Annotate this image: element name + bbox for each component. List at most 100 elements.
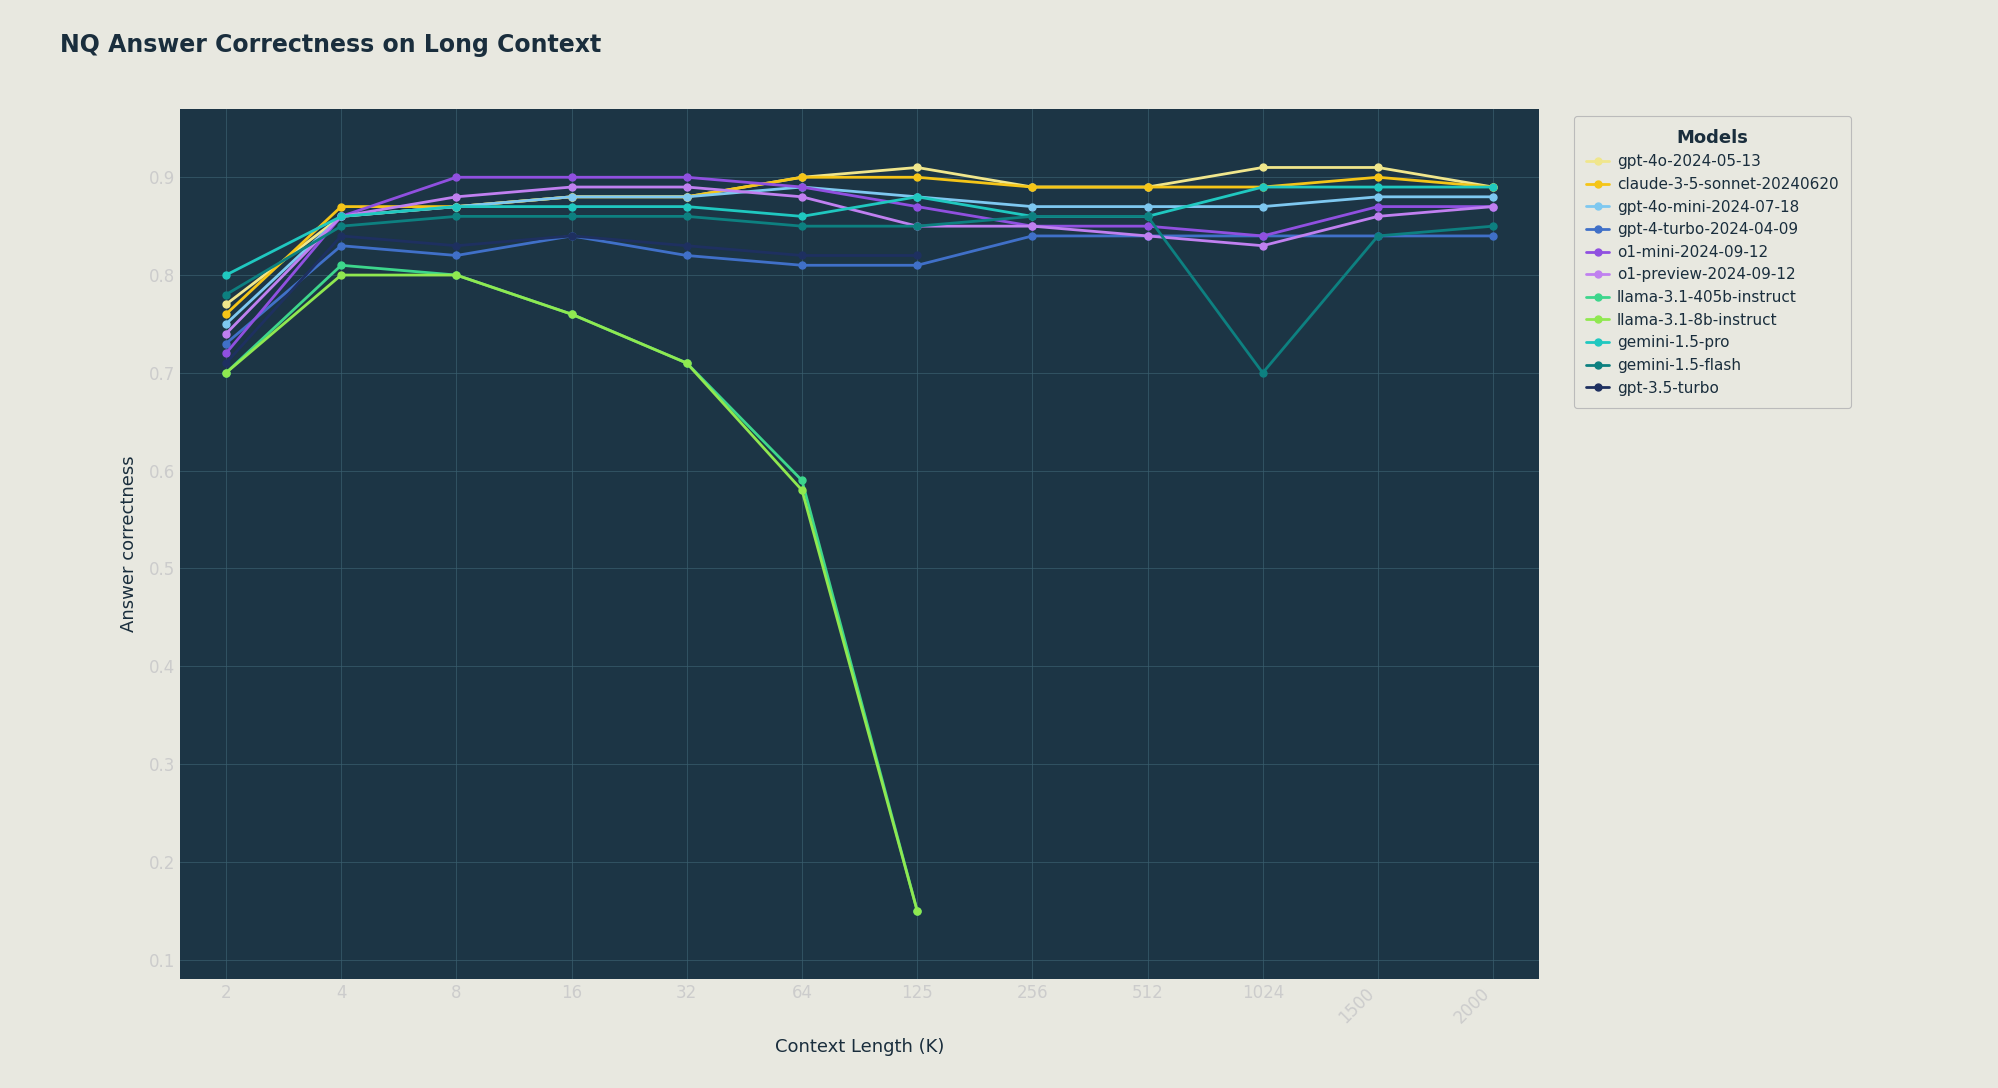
gemini-1.5-pro: [444, 200, 468, 213]
o1-mini-2024-09-12: [1251, 230, 1275, 243]
llama-3.1-405b-instruct: [559, 308, 583, 321]
o1-mini-2024-09-12: [1365, 200, 1389, 213]
llama-3.1-8b-instruct: [330, 269, 354, 282]
o1-preview-2024-09-12: [675, 181, 699, 194]
claude-3-5-sonnet-20240620: [1365, 171, 1389, 184]
gpt-4o-mini-2024-07-18: [675, 190, 699, 203]
llama-3.1-405b-instruct: [789, 474, 813, 487]
gpt-4-turbo-2024-04-09: [1365, 230, 1389, 243]
claude-3-5-sonnet-20240620: [559, 190, 583, 203]
llama-3.1-405b-instruct: [444, 269, 468, 282]
Line: gpt-4-turbo-2024-04-09: gpt-4-turbo-2024-04-09: [222, 233, 1497, 347]
llama-3.1-405b-instruct: [330, 259, 354, 272]
gemini-1.5-flash: [214, 288, 238, 301]
gemini-1.5-flash: [1365, 230, 1389, 243]
gpt-4o-2024-05-13: [905, 161, 929, 174]
o1-preview-2024-09-12: [905, 220, 929, 233]
claude-3-5-sonnet-20240620: [1481, 181, 1504, 194]
X-axis label: Context Length (K): Context Length (K): [775, 1038, 943, 1055]
Y-axis label: Answer correctness: Answer correctness: [120, 456, 138, 632]
gemini-1.5-pro: [330, 210, 354, 223]
llama-3.1-405b-instruct: [214, 367, 238, 380]
gpt-4o-mini-2024-07-18: [444, 200, 468, 213]
gemini-1.5-pro: [1135, 210, 1159, 223]
Legend: gpt-4o-2024-05-13, claude-3-5-sonnet-20240620, gpt-4o-mini-2024-07-18, gpt-4-tur: gpt-4o-2024-05-13, claude-3-5-sonnet-202…: [1572, 116, 1850, 408]
o1-mini-2024-09-12: [905, 200, 929, 213]
Line: gpt-3.5-turbo: gpt-3.5-turbo: [222, 233, 921, 367]
o1-mini-2024-09-12: [789, 181, 813, 194]
Line: gemini-1.5-pro: gemini-1.5-pro: [222, 184, 1497, 279]
claude-3-5-sonnet-20240620: [214, 308, 238, 321]
Text: NQ Answer Correctness on Long Context: NQ Answer Correctness on Long Context: [60, 33, 601, 57]
o1-preview-2024-09-12: [1481, 200, 1504, 213]
o1-mini-2024-09-12: [1019, 220, 1043, 233]
o1-mini-2024-09-12: [444, 171, 468, 184]
gpt-4-turbo-2024-04-09: [1135, 230, 1159, 243]
Line: gemini-1.5-flash: gemini-1.5-flash: [222, 213, 1497, 376]
gpt-4o-2024-05-13: [559, 190, 583, 203]
gpt-4o-2024-05-13: [214, 298, 238, 311]
claude-3-5-sonnet-20240620: [789, 171, 813, 184]
o1-mini-2024-09-12: [675, 171, 699, 184]
gpt-4o-mini-2024-07-18: [559, 190, 583, 203]
o1-mini-2024-09-12: [330, 210, 354, 223]
o1-preview-2024-09-12: [1365, 210, 1389, 223]
Line: llama-3.1-405b-instruct: llama-3.1-405b-instruct: [222, 262, 921, 914]
gpt-4o-mini-2024-07-18: [1365, 190, 1389, 203]
Line: gpt-4o-2024-05-13: gpt-4o-2024-05-13: [222, 164, 1497, 308]
gemini-1.5-flash: [905, 220, 929, 233]
gpt-4o-2024-05-13: [1251, 161, 1275, 174]
gemini-1.5-flash: [559, 210, 583, 223]
gpt-4o-2024-05-13: [789, 171, 813, 184]
gemini-1.5-flash: [330, 220, 354, 233]
gpt-4o-mini-2024-07-18: [905, 190, 929, 203]
claude-3-5-sonnet-20240620: [1019, 181, 1043, 194]
gpt-4o-2024-05-13: [675, 190, 699, 203]
llama-3.1-8b-instruct: [444, 269, 468, 282]
gpt-3.5-turbo: [675, 239, 699, 252]
gpt-4-turbo-2024-04-09: [559, 230, 583, 243]
gpt-3.5-turbo: [330, 230, 354, 243]
Line: llama-3.1-8b-instruct: llama-3.1-8b-instruct: [222, 272, 921, 914]
claude-3-5-sonnet-20240620: [1135, 181, 1159, 194]
o1-preview-2024-09-12: [789, 190, 813, 203]
gpt-4-turbo-2024-04-09: [444, 249, 468, 262]
Line: o1-preview-2024-09-12: o1-preview-2024-09-12: [222, 184, 1497, 337]
gemini-1.5-pro: [1365, 181, 1389, 194]
gpt-4o-mini-2024-07-18: [1481, 190, 1504, 203]
gpt-4-turbo-2024-04-09: [789, 259, 813, 272]
o1-preview-2024-09-12: [330, 210, 354, 223]
gemini-1.5-flash: [1251, 367, 1275, 380]
llama-3.1-405b-instruct: [905, 904, 929, 917]
gemini-1.5-flash: [789, 220, 813, 233]
o1-mini-2024-09-12: [214, 347, 238, 360]
gemini-1.5-pro: [1019, 210, 1043, 223]
gemini-1.5-pro: [905, 190, 929, 203]
gemini-1.5-flash: [1019, 210, 1043, 223]
gpt-4-turbo-2024-04-09: [1251, 230, 1275, 243]
o1-preview-2024-09-12: [1251, 239, 1275, 252]
gpt-4-turbo-2024-04-09: [675, 249, 699, 262]
gpt-3.5-turbo: [905, 249, 929, 262]
gpt-4o-mini-2024-07-18: [789, 181, 813, 194]
gemini-1.5-pro: [675, 200, 699, 213]
gemini-1.5-flash: [675, 210, 699, 223]
gpt-3.5-turbo: [214, 357, 238, 370]
gpt-4o-mini-2024-07-18: [330, 210, 354, 223]
gpt-4o-2024-05-13: [330, 210, 354, 223]
o1-preview-2024-09-12: [444, 190, 468, 203]
llama-3.1-8b-instruct: [559, 308, 583, 321]
gpt-4o-2024-05-13: [1481, 181, 1504, 194]
llama-3.1-8b-instruct: [905, 904, 929, 917]
o1-mini-2024-09-12: [1481, 200, 1504, 213]
claude-3-5-sonnet-20240620: [675, 190, 699, 203]
gpt-3.5-turbo: [559, 230, 583, 243]
claude-3-5-sonnet-20240620: [1251, 181, 1275, 194]
gemini-1.5-pro: [559, 200, 583, 213]
o1-mini-2024-09-12: [559, 171, 583, 184]
gemini-1.5-pro: [1481, 181, 1504, 194]
o1-mini-2024-09-12: [1135, 220, 1159, 233]
o1-preview-2024-09-12: [1135, 230, 1159, 243]
claude-3-5-sonnet-20240620: [905, 171, 929, 184]
gpt-4o-2024-05-13: [444, 200, 468, 213]
